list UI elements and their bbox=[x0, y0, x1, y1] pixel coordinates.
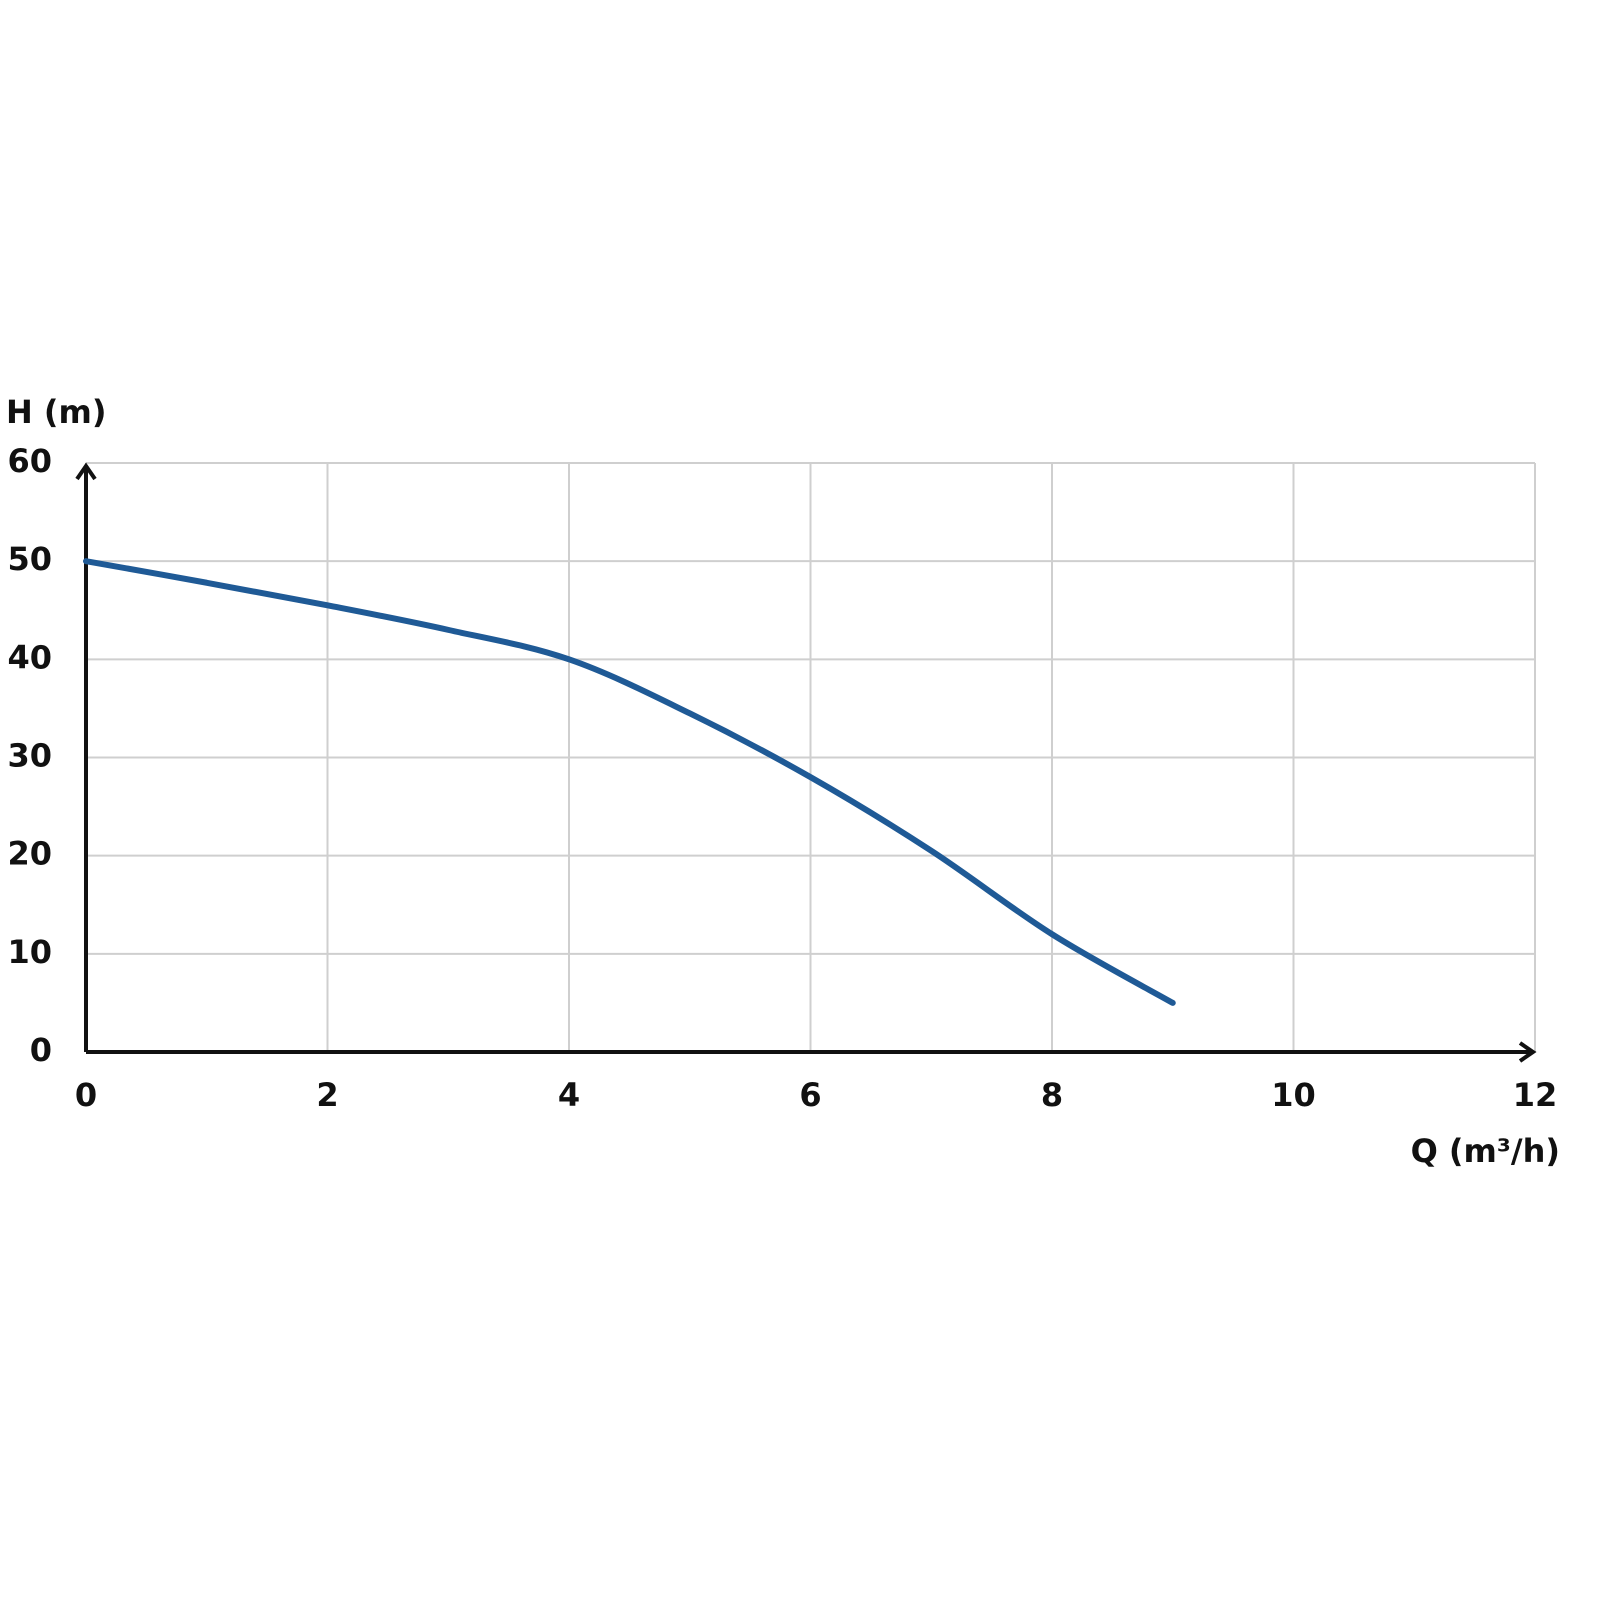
y-tick-label: 10 bbox=[7, 933, 52, 971]
x-tick-label: 6 bbox=[799, 1076, 821, 1114]
y-tick-label: 30 bbox=[7, 737, 52, 775]
y-tick-label: 0 bbox=[30, 1031, 52, 1069]
y-axis-arrow bbox=[75, 462, 97, 481]
y-tick-label: 40 bbox=[7, 638, 52, 676]
x-tick-label: 0 bbox=[75, 1076, 97, 1114]
x-tick-label: 4 bbox=[558, 1076, 580, 1114]
x-tick-label: 10 bbox=[1271, 1076, 1316, 1114]
x-axis-label: Q (m³/h) bbox=[1411, 1132, 1560, 1170]
y-tick-label: 50 bbox=[7, 540, 52, 578]
y-tick-label: 20 bbox=[7, 835, 52, 873]
x-tick-label: 2 bbox=[316, 1076, 338, 1114]
y-tick-label: 60 bbox=[7, 442, 52, 480]
x-tick-label: 12 bbox=[1513, 1076, 1558, 1114]
x-axis-arrow bbox=[1518, 1041, 1537, 1063]
pump-curve bbox=[83, 558, 1176, 1006]
x-tick-label: 8 bbox=[1041, 1076, 1063, 1114]
y-axis-label: H (m) bbox=[6, 393, 107, 431]
